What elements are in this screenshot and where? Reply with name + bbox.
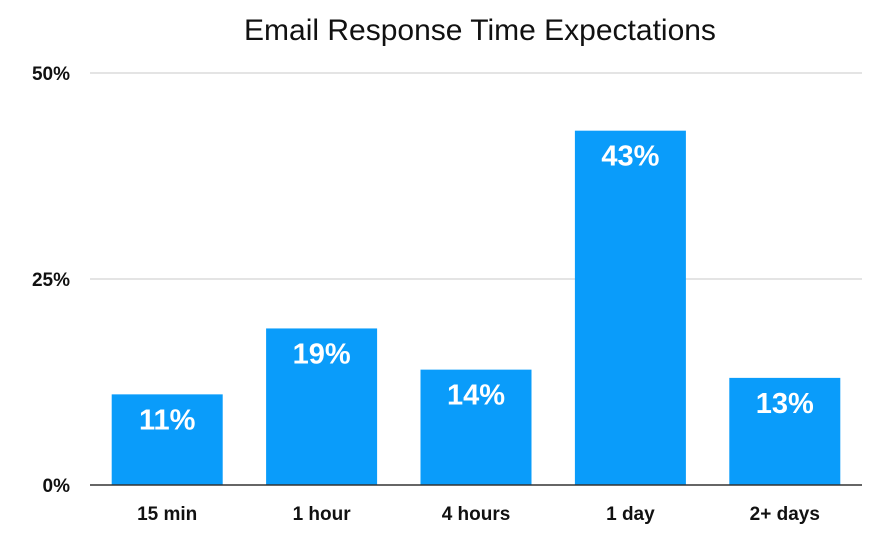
bar-value-label: 19% [293, 338, 351, 370]
y-tick-label: 0% [43, 476, 71, 497]
bar-15-min [111, 394, 223, 485]
y-tick-label: 25% [32, 270, 70, 291]
bar-value-labels: 11% 19% 14% 43% 13% [139, 141, 814, 437]
bar-4-hours [420, 369, 532, 485]
y-tick-label: 50% [32, 64, 70, 85]
x-axis-tick-labels: 15 min 1 hour 4 hours 1 day 2+ days [137, 504, 820, 525]
x-tick-label: 4 hours [442, 504, 511, 525]
x-tick-label: 15 min [137, 504, 197, 525]
bar-value-label: 14% [447, 380, 505, 412]
bar-2-days [729, 377, 841, 485]
bar-1-hour [266, 328, 378, 485]
bar-value-label: 43% [601, 141, 659, 173]
bar-value-label: 13% [756, 388, 814, 420]
y-axis-tick-labels: 0% 25% 50% [32, 64, 70, 497]
chart-title: Email Response Time Expectations [244, 14, 716, 47]
bar-1-day [574, 130, 686, 485]
x-tick-label: 1 day [606, 504, 655, 525]
x-tick-label: 1 hour [293, 504, 352, 525]
bar-value-label: 11% [139, 404, 196, 436]
gridlines [90, 72, 862, 280]
x-tick-label: 2+ days [750, 504, 820, 525]
bars [111, 130, 841, 485]
